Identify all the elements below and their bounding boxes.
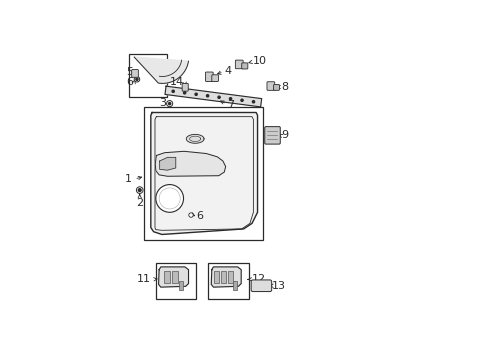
Bar [208, 263, 248, 299]
Bar [143, 107, 263, 240]
Text: 5: 5 [126, 67, 133, 77]
Text: 14: 14 [170, 77, 183, 87]
Circle shape [183, 92, 185, 94]
Circle shape [159, 188, 180, 209]
Bar [172, 271, 178, 283]
Polygon shape [155, 151, 225, 176]
FancyBboxPatch shape [273, 85, 279, 90]
Circle shape [166, 100, 172, 107]
Circle shape [229, 98, 231, 100]
Text: 6: 6 [196, 211, 203, 221]
Polygon shape [160, 157, 175, 170]
FancyBboxPatch shape [264, 127, 280, 144]
Text: 13: 13 [272, 281, 285, 291]
Circle shape [172, 90, 174, 93]
Bar [179, 281, 183, 290]
FancyBboxPatch shape [241, 63, 247, 69]
Circle shape [206, 95, 208, 97]
Circle shape [195, 93, 197, 95]
Bar [228, 271, 233, 283]
Bar [156, 263, 196, 299]
Bar [129, 54, 166, 97]
Bar [221, 271, 226, 283]
Circle shape [218, 96, 220, 98]
Polygon shape [158, 267, 188, 287]
Polygon shape [211, 267, 241, 287]
Text: 7: 7 [226, 100, 234, 110]
Text: 11: 11 [137, 274, 150, 284]
FancyBboxPatch shape [266, 82, 274, 90]
FancyBboxPatch shape [182, 84, 188, 91]
Polygon shape [150, 112, 257, 234]
FancyBboxPatch shape [131, 69, 138, 77]
FancyBboxPatch shape [211, 75, 218, 81]
Circle shape [156, 185, 183, 212]
Circle shape [188, 213, 193, 217]
Circle shape [138, 189, 141, 192]
Polygon shape [186, 134, 203, 143]
Polygon shape [134, 57, 188, 84]
Circle shape [136, 78, 138, 80]
FancyBboxPatch shape [251, 280, 271, 292]
Text: 8: 8 [281, 82, 288, 92]
Text: 2: 2 [136, 198, 143, 208]
Bar [233, 281, 236, 290]
Text: 1: 1 [125, 174, 132, 184]
Circle shape [168, 103, 170, 105]
FancyBboxPatch shape [235, 60, 243, 69]
Polygon shape [164, 86, 261, 107]
Text: 9: 9 [281, 130, 287, 140]
Bar [214, 271, 219, 283]
Text: 10: 10 [252, 56, 266, 66]
FancyBboxPatch shape [205, 72, 213, 81]
Text: 12: 12 [251, 274, 265, 284]
Text: 4: 4 [224, 67, 231, 76]
Circle shape [134, 76, 140, 82]
Text: 6: 6 [126, 77, 133, 87]
Circle shape [241, 99, 243, 102]
Circle shape [252, 101, 254, 103]
Circle shape [136, 187, 143, 193]
Text: 3: 3 [159, 98, 165, 108]
Bar [163, 271, 169, 283]
